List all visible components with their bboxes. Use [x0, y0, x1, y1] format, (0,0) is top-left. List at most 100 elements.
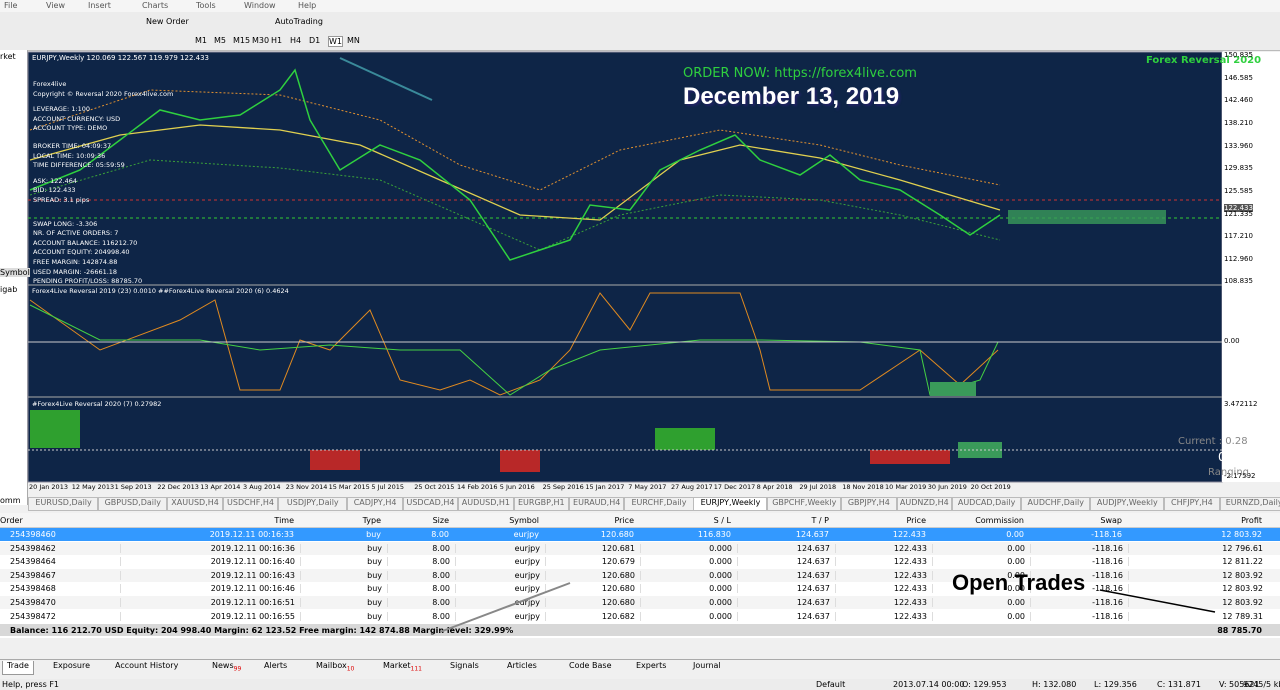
table-cell: -118.16 [1030, 611, 1123, 621]
chart-tab[interactable]: AUDCHF,Daily [1020, 497, 1092, 511]
table-cell: 122.433 [892, 530, 926, 539]
tp-zone [1008, 210, 1166, 224]
status-bar: Help, press F1 Default 2013.07.14 00:00 O: … [0, 679, 1280, 690]
chart-tab[interactable]: EURCHF,Daily [623, 497, 695, 511]
table-cell: 124.637 [737, 584, 830, 594]
time-axis-label: 17 Dec 2017 [713, 483, 756, 491]
table-cell: 0.00 [932, 557, 1025, 567]
timeframe-button[interactable]: D1 [309, 36, 321, 45]
chart-tab[interactable]: EURJPY,Weekly [692, 497, 769, 511]
chart-tab[interactable]: USDCHF,H4 [221, 497, 280, 511]
status-field: Help, press F1 [2, 680, 60, 689]
menu-item[interactable]: Window [244, 1, 276, 10]
chart-tab[interactable]: AUDCAD,Daily [951, 497, 1023, 511]
time-axis-label: 18 Nov 2018 [842, 483, 884, 491]
terminal-tab[interactable]: Account History [111, 661, 182, 674]
terminal-tab[interactable]: Alerts [260, 661, 291, 674]
table-cell: 120.680 [600, 530, 634, 539]
timeframe-button[interactable]: M1 [195, 36, 207, 45]
summary-text: Balance: 116 212.70 USD Equity: 204 998.… [10, 626, 514, 635]
timeframe-button[interactable]: M15 [233, 36, 251, 45]
column-header: Symbol [509, 516, 539, 525]
menu-item[interactable]: View [46, 1, 65, 10]
terminal-tab[interactable]: Journal [689, 661, 725, 674]
table-cell: 122.433 [835, 611, 927, 621]
table-cell: 120.682 [545, 611, 635, 621]
autotrading-button[interactable]: AutoTrading [275, 17, 323, 26]
chart-tab[interactable]: AUDNZD,H4 [895, 497, 953, 511]
chart-tab[interactable]: USDCAD,H4 [401, 497, 460, 511]
table-cell: 122.433 [835, 570, 927, 580]
menu-item[interactable]: Tools [196, 1, 216, 10]
table-row[interactable]: 254398460 2019.12.11 00:16:33 buy 8.00 eurjp… [0, 528, 1280, 541]
terminal-tab[interactable]: Signals [446, 661, 483, 674]
new-order-button[interactable]: New Order [146, 17, 189, 26]
time-axis-label: 5 Jul 2015 [371, 483, 405, 491]
price-path [29, 68, 1001, 261]
table-row[interactable]: 254398468 2019.12.11 00:16:46 buy 8.00 eurjp… [0, 582, 1280, 596]
menu-item[interactable]: Charts [142, 1, 169, 10]
chart-tab[interactable]: XAUUSD,H4 [166, 497, 224, 511]
chart-tab[interactable]: EURNZD,Daily [1218, 497, 1280, 511]
time-axis-label: 25 Oct 2015 [414, 483, 455, 491]
chart-tab[interactable]: EURGBP,H1 [512, 497, 570, 511]
chart-tab[interactable]: GBPJPY,H4 [840, 497, 898, 511]
chart-tab[interactable]: AUDJPY,Weekly [1089, 497, 1166, 511]
timeframe-button[interactable]: MN [347, 36, 360, 45]
table-cell: 0.00 [932, 584, 1025, 594]
menu-item[interactable]: Help [298, 1, 317, 10]
table-cell: buy [300, 584, 382, 594]
table-cell: -118.16 [1030, 570, 1123, 580]
time-axis-label: 15 Mar 2015 [328, 483, 370, 491]
terminal-tab[interactable]: Articles [503, 661, 541, 674]
terminal-tab[interactable]: Trade [2, 661, 34, 675]
chart-tab[interactable]: CADJPY,H4 [346, 497, 404, 511]
terminal-tab[interactable]: Mailbox10 [312, 661, 358, 674]
table-row[interactable]: 254398472 2019.12.11 00:16:55 buy 8.00 eurjp… [0, 609, 1280, 623]
chart-tab[interactable]: AUDUSD,H1 [457, 497, 515, 511]
terminal-tab[interactable]: Code Base [565, 661, 616, 674]
table-cell: 0.00 [932, 543, 1025, 553]
timeframe-button[interactable]: W1 [328, 36, 343, 47]
terminal-tab[interactable]: Exposure [49, 661, 94, 674]
chart-tab[interactable]: EURAUD,H4 [568, 497, 626, 511]
table-cell: 124.637 [737, 570, 830, 580]
chart-tab[interactable]: EURUSD,Daily [28, 497, 100, 511]
table-cell: -118.16 [1030, 543, 1123, 553]
current-label: Current : 0.28 [1178, 436, 1248, 447]
time-axis-label: 1 Sep 2013 [114, 483, 152, 491]
account-info: ACCOUNT CURRENCY: USD [33, 114, 121, 123]
chart-tab[interactable]: USDJPY,Daily [277, 497, 349, 511]
terminal-tab[interactable]: Market111 [379, 661, 426, 674]
timeframe-button[interactable]: H4 [290, 36, 302, 45]
table-cell: 8.00 [387, 598, 450, 607]
chart-tab[interactable]: GBPCHF,Weekly [766, 497, 843, 511]
terminal-tab[interactable]: Experts [632, 661, 670, 674]
timeframe-button[interactable]: H1 [271, 36, 283, 45]
table-cell: 254398462 [10, 543, 56, 553]
table-cell: 2019.12.11 00:16:36 [120, 543, 295, 553]
chart-tab[interactable]: CHFJPY,H4 [1163, 497, 1221, 511]
osc-line [29, 292, 999, 396]
table-row[interactable]: 254398464 2019.12.11 00:16:40 buy 8.00 eurjp… [0, 555, 1280, 569]
table-row[interactable]: 254398462 2019.12.11 00:16:36 buy 8.00 eurjp… [0, 541, 1280, 555]
table-cell: 12 789.31 [1128, 611, 1263, 621]
terminal-tab[interactable]: News99 [208, 661, 245, 674]
account-info: LEVERAGE: 1:100 [33, 105, 90, 114]
hist-block [30, 410, 80, 448]
chart-header: EURJPY,Weekly 120.069 122.567 119.979 12… [32, 54, 209, 62]
menu-item[interactable]: File [4, 1, 18, 10]
timeframe-button[interactable]: M30 [252, 36, 270, 45]
tab-label: Signals [450, 661, 479, 670]
timeframe-button[interactable]: M5 [214, 36, 226, 45]
table-row[interactable]: 254398467 2019.12.11 00:16:43 buy 8.00 eurjp… [0, 568, 1280, 582]
tab-label: Code Base [569, 661, 612, 670]
menu-item[interactable]: Insert [88, 1, 111, 10]
table-cell: 12 803.92 [1128, 570, 1263, 580]
time-axis-label: 22 Dec 2013 [157, 483, 199, 491]
price-axis-bg [1222, 52, 1280, 482]
table-cell: 122.433 [835, 557, 927, 567]
chart-tab[interactable]: GBPUSD,Daily [97, 497, 169, 511]
table-cell: 120.681 [545, 543, 635, 553]
table-row[interactable]: 254398470 2019.12.11 00:16:51 buy 8.00 eurjp… [0, 596, 1280, 609]
